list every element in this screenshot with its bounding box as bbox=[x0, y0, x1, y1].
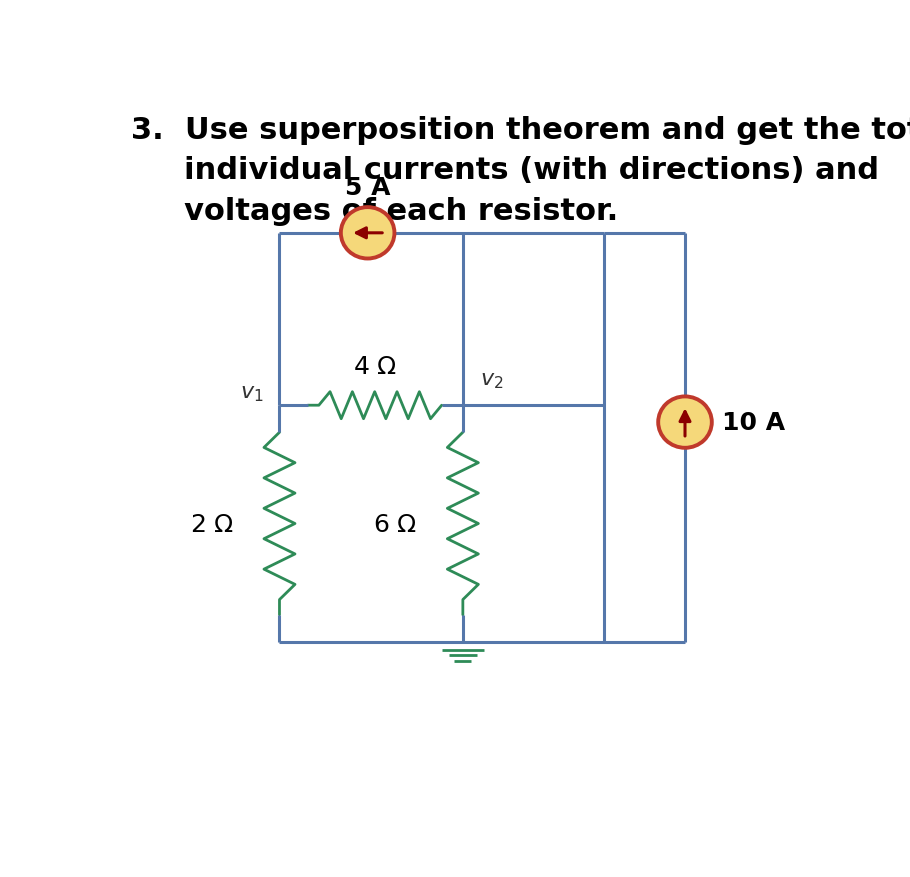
Text: 10 A: 10 A bbox=[723, 410, 785, 435]
Text: 4 $\Omega$: 4 $\Omega$ bbox=[353, 355, 397, 379]
Text: 3.  Use superposition theorem and get the total
     individual currents (with d: 3. Use superposition theorem and get the… bbox=[131, 116, 910, 225]
Text: 6 $\Omega$: 6 $\Omega$ bbox=[373, 512, 417, 536]
Circle shape bbox=[658, 397, 712, 448]
Text: 2 $\Omega$: 2 $\Omega$ bbox=[189, 512, 234, 536]
Circle shape bbox=[341, 208, 394, 260]
Text: 5 A: 5 A bbox=[345, 175, 390, 200]
Text: $v_2$: $v_2$ bbox=[480, 370, 504, 390]
Text: $v_1$: $v_1$ bbox=[240, 383, 264, 403]
